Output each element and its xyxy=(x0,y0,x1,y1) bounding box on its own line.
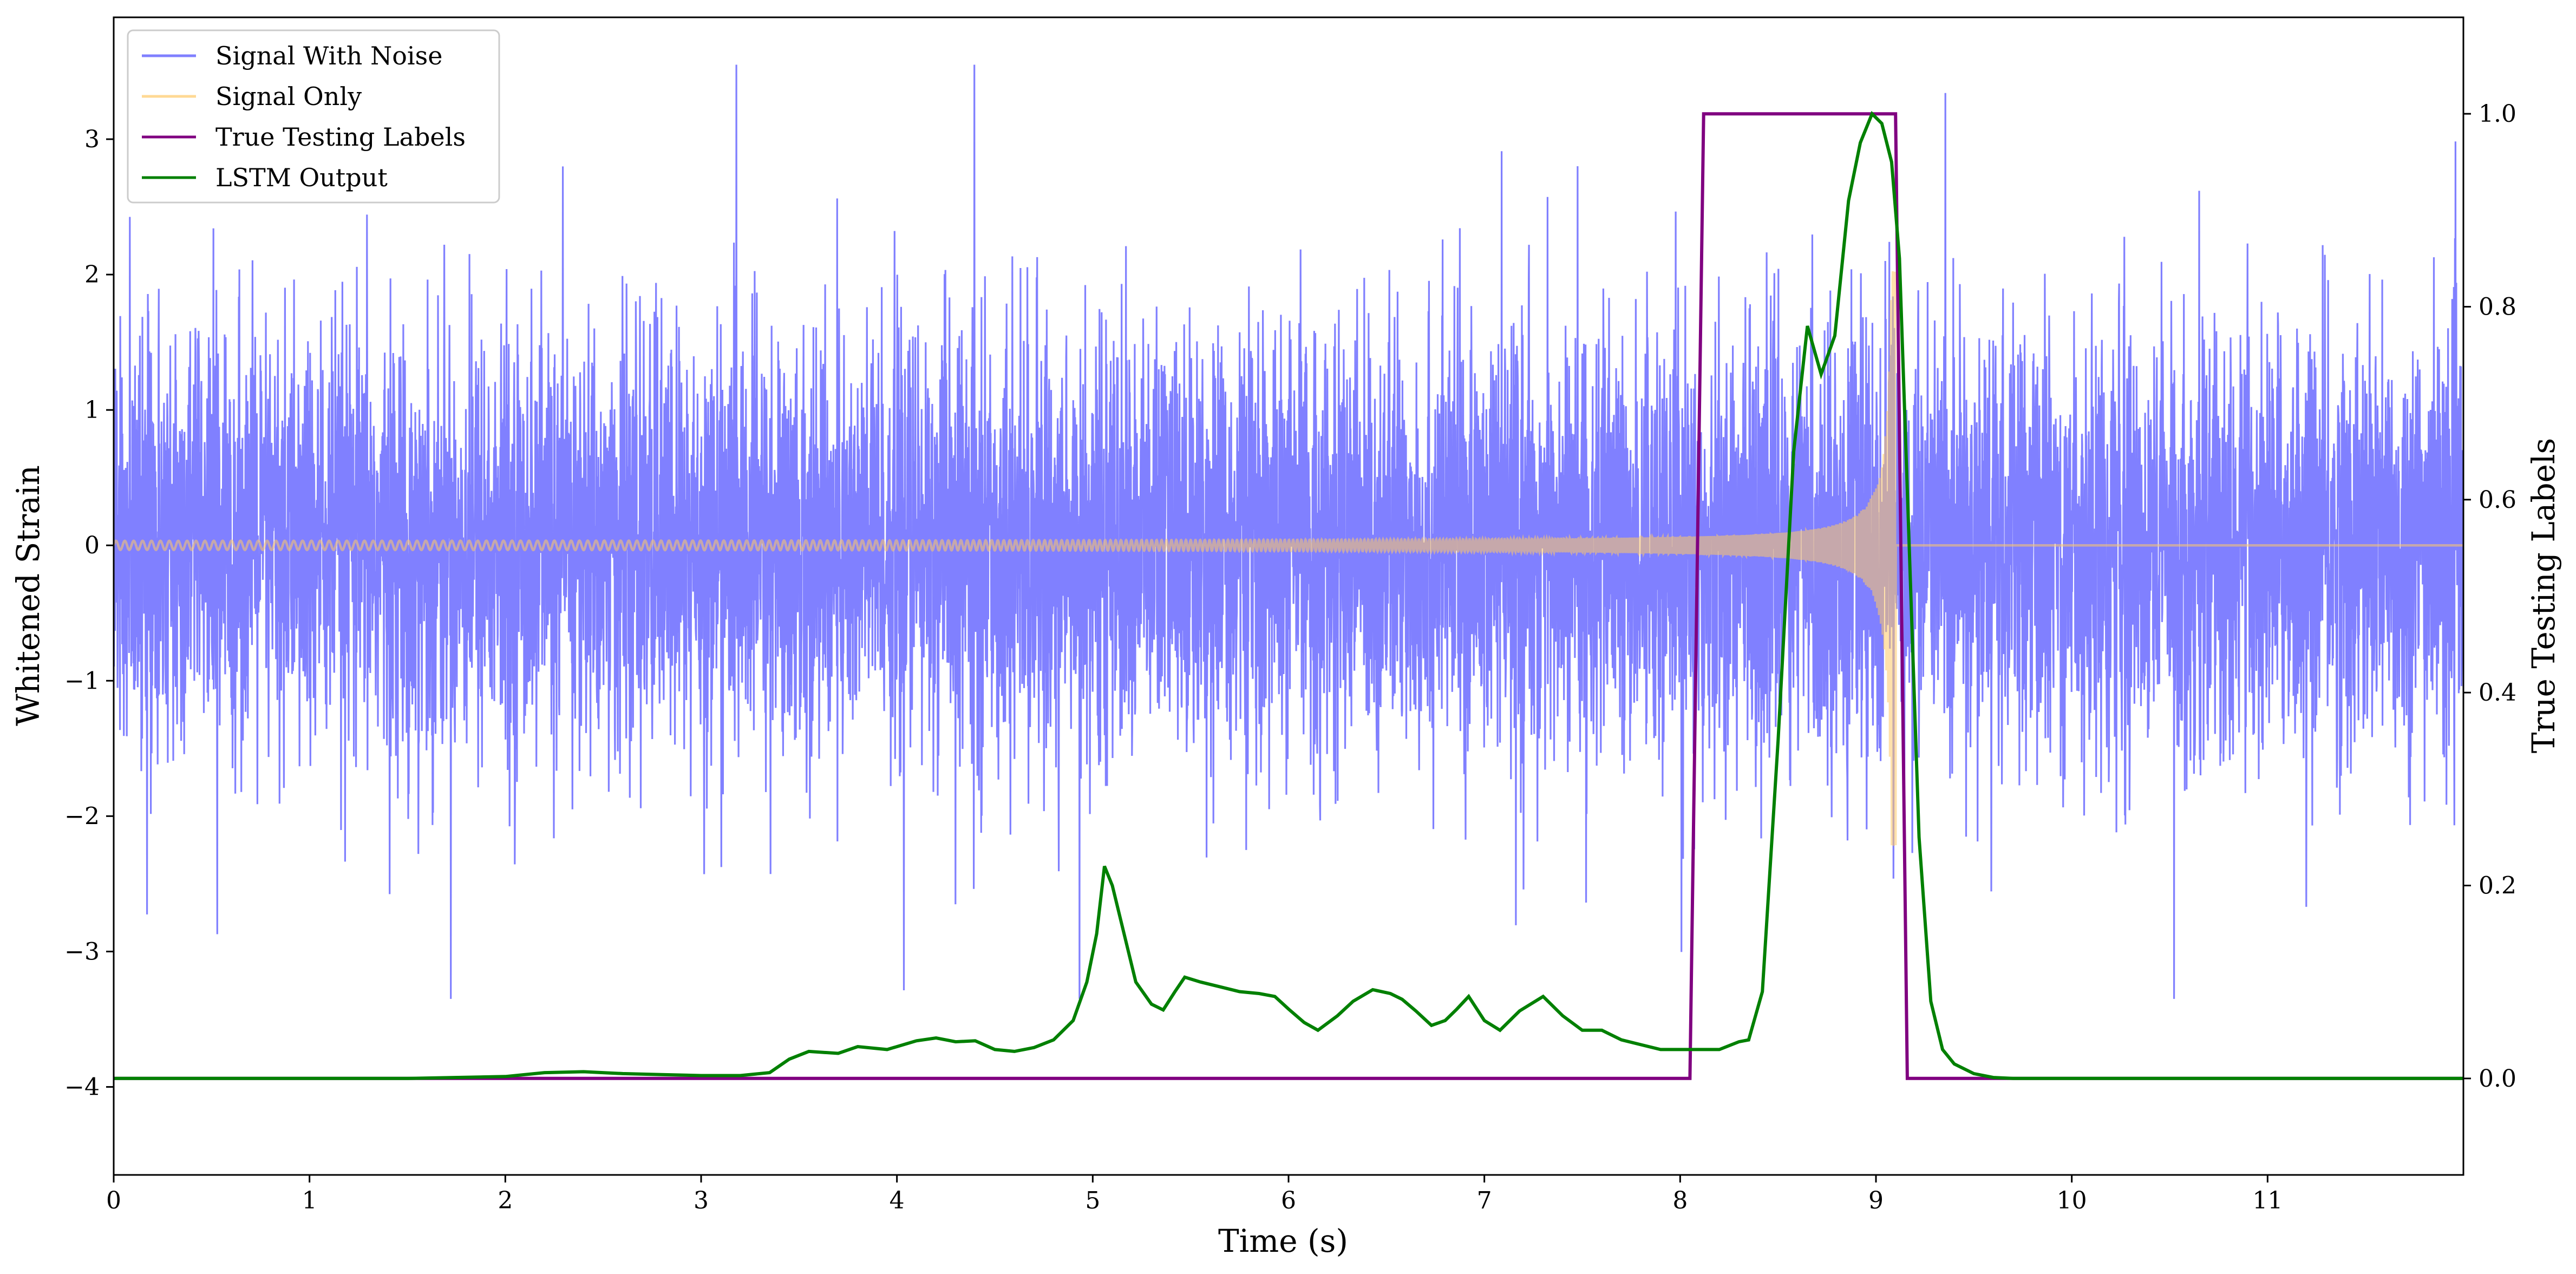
plot-area xyxy=(114,64,2463,1080)
x-tick-label: 3 xyxy=(694,1187,709,1214)
y-tick-label: −1 xyxy=(64,667,100,695)
y2-tick-label: 0.0 xyxy=(2479,1065,2516,1093)
x-axis-title: Time (s) xyxy=(1218,1223,1348,1259)
legend-label-signal-with-noise: Signal With Noise xyxy=(215,41,442,70)
legend-label-lstm-output: LSTM Output xyxy=(215,163,388,192)
y2-tick-label: 0.2 xyxy=(2479,872,2516,900)
x-tick-label: 8 xyxy=(1672,1187,1688,1214)
lstm-output-line xyxy=(114,110,2463,1080)
y2-axis-title: True Testing Labels xyxy=(2525,438,2562,753)
y-tick-label: 2 xyxy=(84,261,100,289)
x-tick-label: 2 xyxy=(498,1187,513,1214)
x-axis: 0 1 2 3 4 5 6 7 8 9 10 11 xyxy=(106,1175,2283,1214)
x-tick-label: 5 xyxy=(1085,1187,1100,1214)
y-axis-left: −4 −3 −2 −1 0 1 2 3 xyxy=(64,126,114,1101)
legend-box xyxy=(127,29,500,204)
x-tick-label: 0 xyxy=(106,1187,121,1214)
y2-tick-label: 0.8 xyxy=(2479,293,2516,321)
signal-with-noise-line xyxy=(114,64,2463,999)
signal-only-line xyxy=(114,271,2463,846)
y2-tick-label: 0.6 xyxy=(2479,486,2516,514)
y-tick-label: −2 xyxy=(64,802,100,830)
x-tick-label: 4 xyxy=(890,1187,905,1214)
y-axis-right: 0.0 0.2 0.4 0.6 0.8 1.0 xyxy=(2463,100,2516,1093)
x-tick-label: 7 xyxy=(1477,1187,1492,1214)
legend: Signal With Noise Signal Only True Testi… xyxy=(127,29,500,204)
y2-tick-label: 1.0 xyxy=(2479,100,2516,128)
y-tick-label: −3 xyxy=(64,938,100,965)
y-axis-title: Whitened Strain xyxy=(10,465,47,726)
x-tick-label: 11 xyxy=(2252,1187,2283,1214)
x-tick-label: 6 xyxy=(1281,1187,1296,1214)
y-tick-label: 0 xyxy=(84,532,100,559)
x-tick-label: 9 xyxy=(1868,1187,1884,1214)
y-tick-label: 1 xyxy=(84,396,100,424)
x-tick-label: 1 xyxy=(302,1187,317,1214)
y-tick-label: 3 xyxy=(84,126,100,153)
x-tick-label: 10 xyxy=(2057,1187,2087,1214)
y2-tick-label: 0.4 xyxy=(2479,679,2516,707)
y-tick-label: −4 xyxy=(64,1073,100,1101)
legend-label-true-testing-labels: True Testing Labels xyxy=(215,122,466,152)
legend-label-signal-only: Signal Only xyxy=(215,82,362,111)
